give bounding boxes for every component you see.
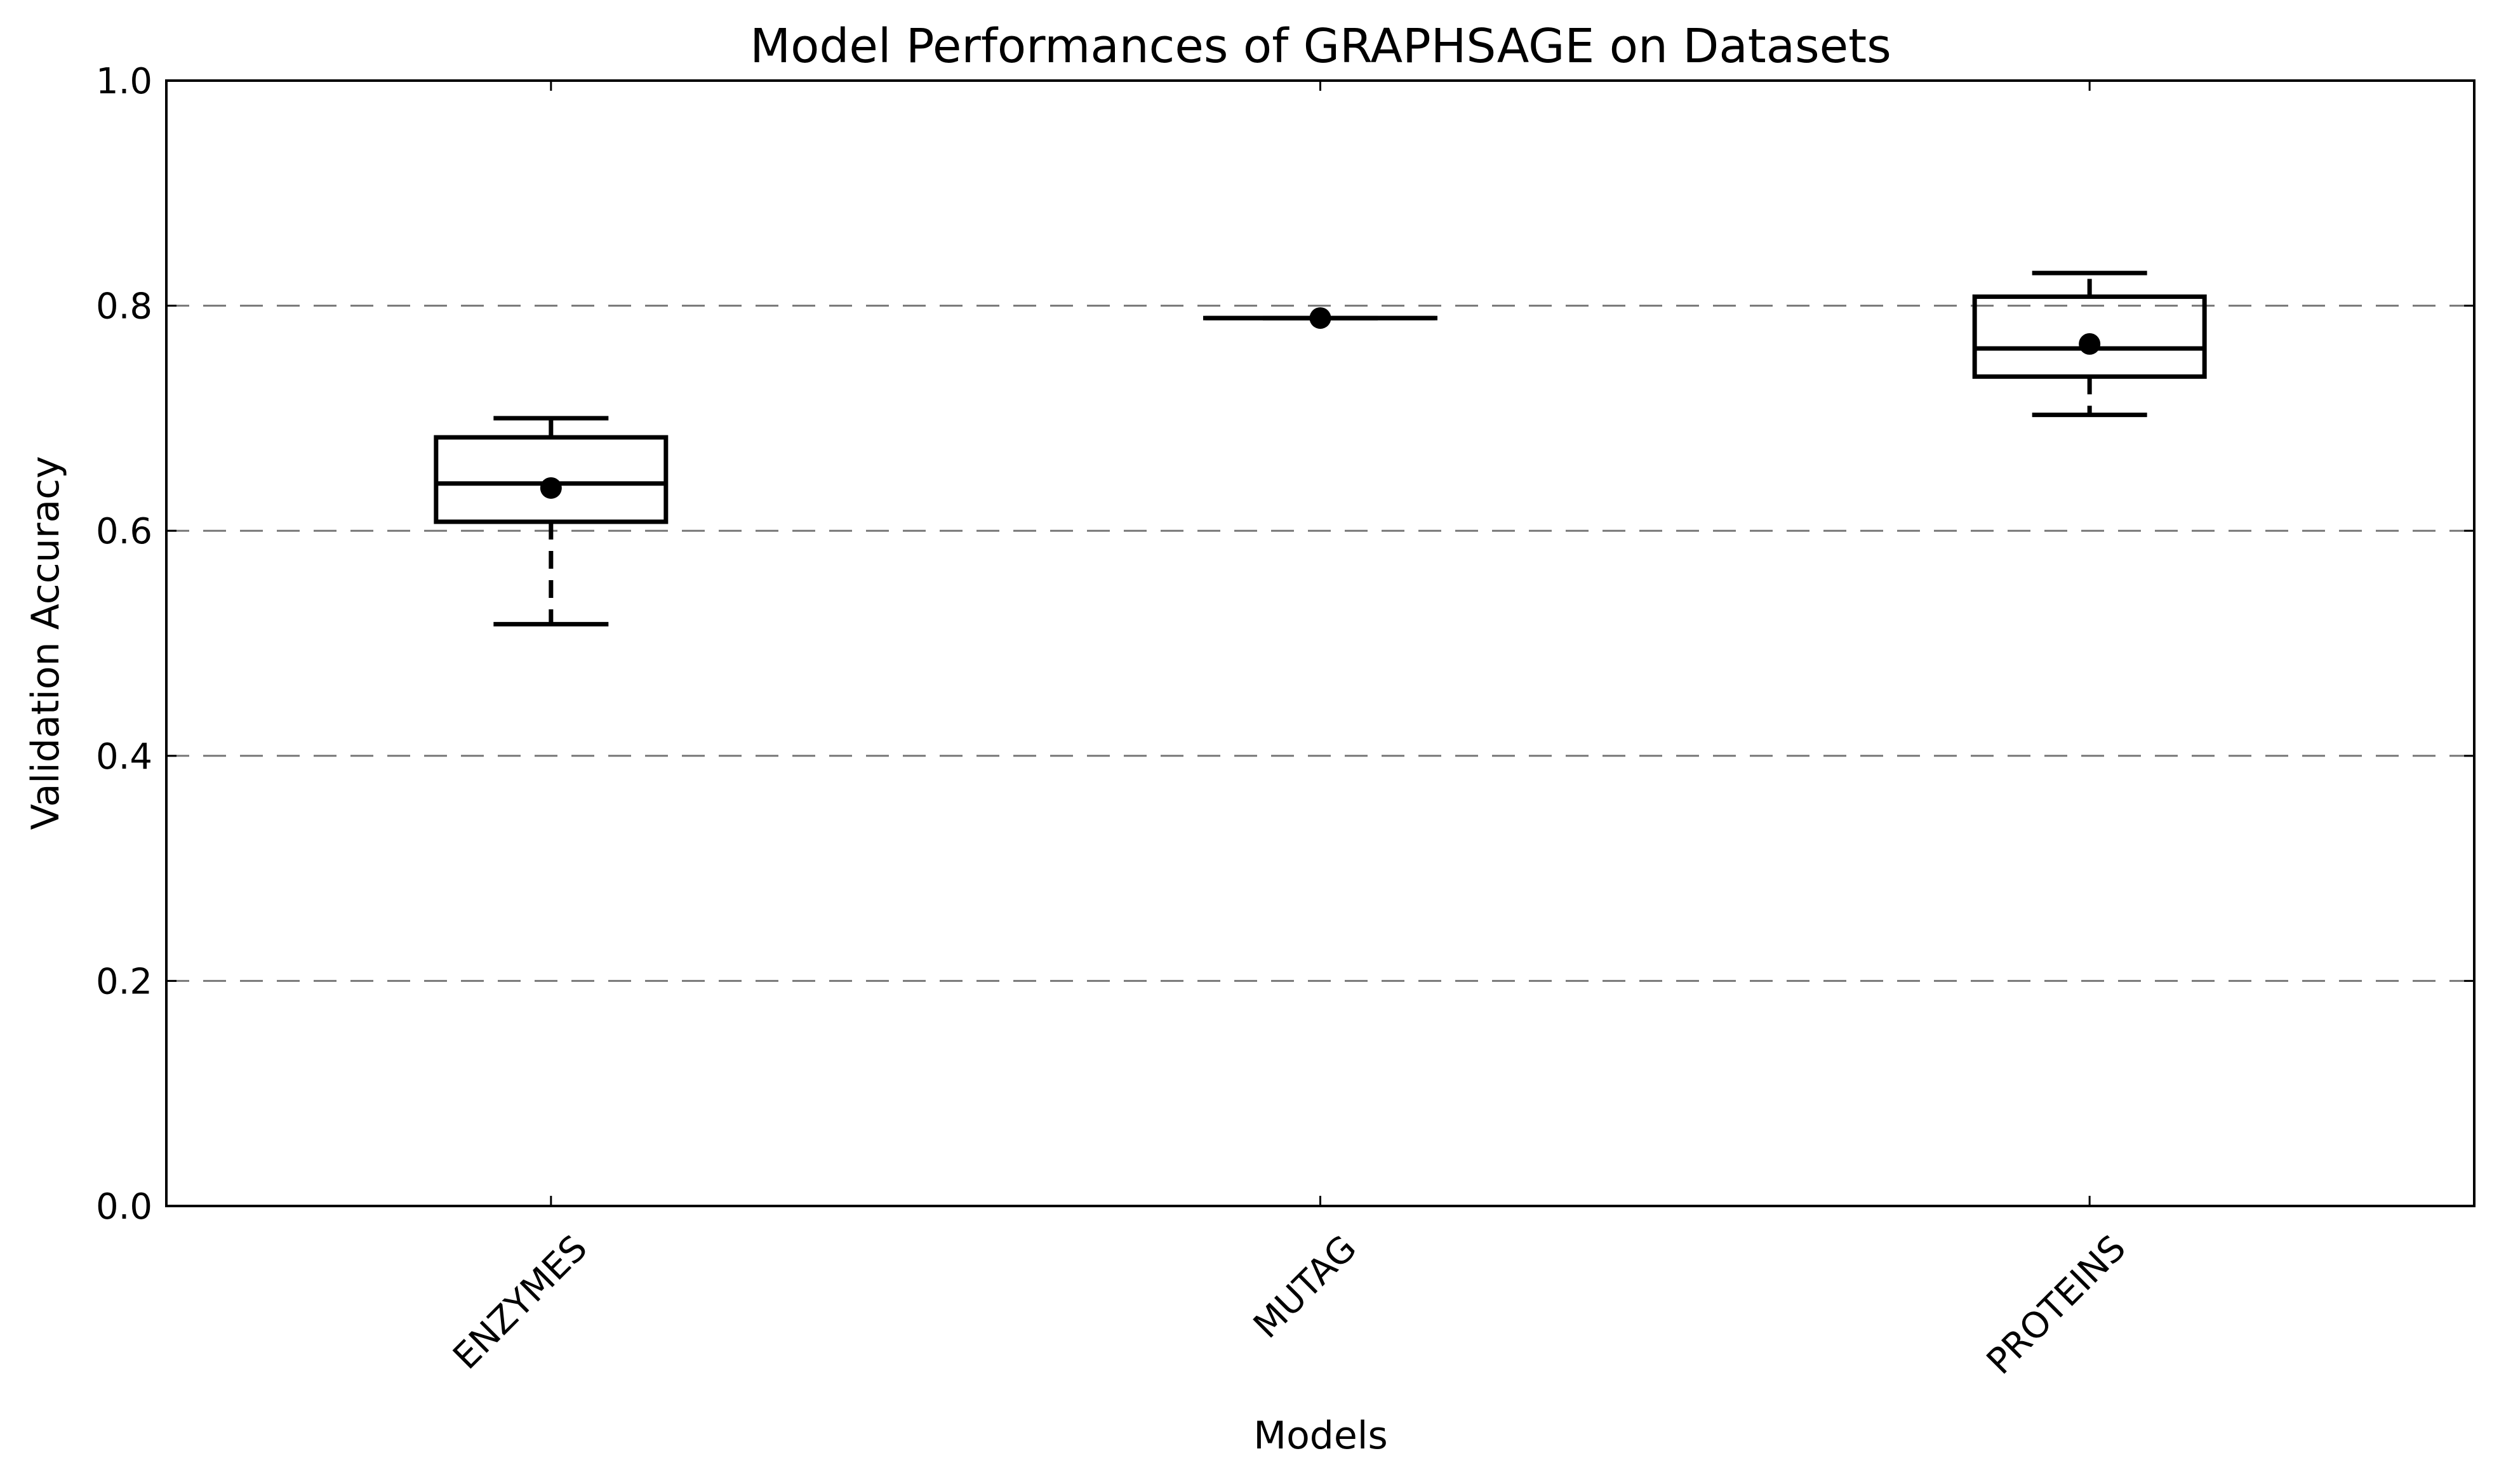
- y-tick-label: 0.2: [96, 961, 152, 1002]
- box-enzymes: [434, 416, 669, 626]
- box-mutag: [1203, 307, 1437, 329]
- iqr-box: [1972, 294, 2207, 379]
- box-series: [434, 270, 2207, 626]
- mean-marker: [2079, 333, 2101, 355]
- mean-marker: [1309, 307, 1331, 329]
- y-tick-label: 0.0: [96, 1186, 152, 1228]
- iqr-box: [434, 435, 669, 524]
- y-tick-label: 0.6: [96, 511, 152, 552]
- x-axis-title: Models: [1253, 1414, 1387, 1458]
- y-tick-label: 0.8: [96, 286, 152, 328]
- plot-area-frame: [165, 79, 2476, 1207]
- box-proteins: [1972, 270, 2207, 418]
- y-tick-label: 1.0: [96, 61, 152, 102]
- mean-marker: [540, 477, 562, 499]
- y-axis-title: Validation Accuracy: [23, 456, 68, 830]
- y-tick-label: 0.4: [96, 736, 152, 778]
- chart-title: Model Performances of GRAPHSAGE on Datas…: [750, 19, 1891, 74]
